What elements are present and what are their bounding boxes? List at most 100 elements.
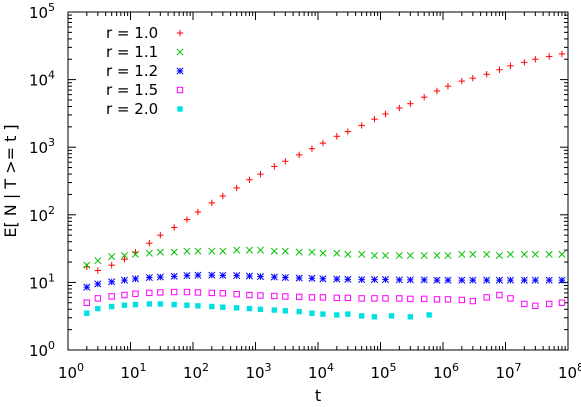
data-point (545, 250, 553, 258)
data-point (545, 53, 553, 60)
y-axis-label: E[ N | T >= t ] (1, 124, 20, 237)
x-tick-label: 105 (370, 361, 396, 382)
y-tick-label: 105 (29, 1, 55, 22)
data-point (319, 139, 327, 147)
data-point (183, 272, 191, 280)
data-point (146, 240, 153, 247)
data-point (381, 276, 390, 284)
legend-label: r = 1.5 (106, 81, 158, 99)
x-tick-label: 107 (495, 361, 521, 382)
data-point (132, 301, 139, 308)
data-point (271, 292, 278, 300)
legend-marker (176, 86, 184, 94)
data-point (426, 312, 432, 318)
data-point (194, 247, 202, 255)
y-tick-labels: 100 101 102 103 104 105 (29, 1, 55, 360)
data-point (84, 310, 90, 316)
data-point (271, 163, 278, 170)
data-point (469, 74, 477, 82)
series-1 (83, 50, 566, 274)
data-point (245, 246, 253, 254)
data-point (194, 289, 202, 296)
data-point (420, 295, 428, 303)
data-point (121, 302, 128, 308)
data-point (458, 296, 466, 304)
data-point (246, 291, 253, 299)
data-point (270, 273, 278, 281)
legend-label: r = 1.2 (106, 62, 158, 80)
data-point (208, 247, 216, 255)
data-point (469, 297, 477, 305)
data-point (131, 250, 140, 258)
data-point (506, 276, 515, 284)
data-point (95, 305, 101, 312)
data-point (320, 311, 326, 317)
data-point (83, 299, 91, 306)
data-point (121, 291, 128, 299)
data-point (483, 250, 491, 258)
data-point (245, 272, 253, 280)
series-2 (83, 246, 566, 269)
data-point (495, 276, 503, 284)
data-point (219, 247, 227, 255)
data-point (108, 278, 116, 286)
x-tick-label: 102 (183, 361, 209, 382)
data-point (483, 294, 490, 301)
data-point (295, 248, 303, 256)
data-point (209, 303, 215, 310)
data-point (333, 133, 341, 140)
data-point (257, 292, 264, 299)
data-point (131, 275, 140, 283)
x-tick-label: 103 (245, 361, 271, 382)
data-point (170, 224, 178, 231)
data-point (308, 294, 316, 301)
data-point (145, 273, 153, 282)
series-3 (83, 271, 566, 291)
data-point (333, 294, 341, 302)
x-tick-labels: 100 101 102 103 104 105 106 107 108 (58, 361, 581, 382)
data-point (282, 293, 289, 300)
data-point (233, 246, 241, 254)
data-point (396, 295, 403, 302)
data-point (444, 82, 452, 90)
data-point (271, 307, 278, 313)
data-point (388, 313, 395, 319)
data-point (382, 295, 389, 302)
data-point (344, 275, 352, 283)
data-point (146, 301, 153, 307)
data-point (120, 276, 128, 284)
data-point (444, 276, 452, 284)
data-point (295, 274, 303, 282)
data-point (256, 273, 265, 281)
data-point (246, 305, 253, 312)
data-point (309, 310, 315, 316)
data-point (558, 299, 566, 306)
data-point (282, 158, 289, 165)
data-point (256, 246, 265, 254)
data-point (532, 56, 539, 63)
data-point (444, 251, 452, 260)
data-point (469, 276, 477, 284)
data-point (395, 276, 403, 284)
data-point (170, 272, 178, 280)
data-point (558, 50, 566, 58)
data-point (171, 301, 177, 308)
data-point (532, 302, 539, 310)
data-point (219, 271, 227, 279)
data-point (94, 295, 102, 302)
data-point (208, 199, 216, 207)
axis-ticks (67, 11, 569, 351)
data-point (219, 192, 227, 200)
y-tick-label: 102 (29, 204, 55, 225)
data-point (170, 248, 178, 256)
x-tick-label: 104 (308, 361, 334, 382)
data-point (194, 208, 202, 216)
data-point (458, 276, 466, 284)
x-tick-label: 101 (120, 361, 146, 382)
data-point (233, 290, 240, 298)
legend-label: r = 1.1 (106, 43, 158, 61)
data-point (558, 276, 566, 284)
data-point (483, 276, 491, 284)
data-point (208, 289, 216, 297)
data-point (233, 184, 240, 192)
